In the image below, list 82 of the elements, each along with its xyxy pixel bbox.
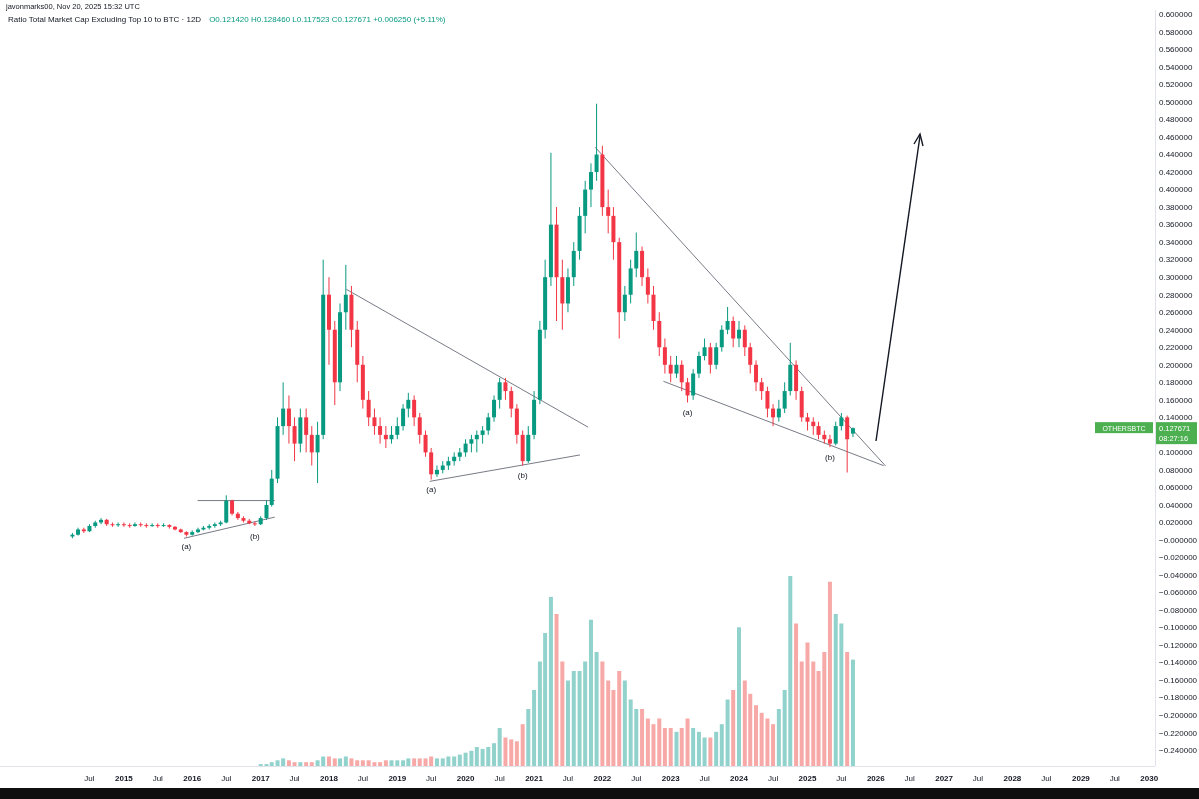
annotation: (a)	[181, 542, 192, 552]
annotation: (b)	[517, 471, 528, 481]
x-tick-label: 2021	[525, 774, 544, 783]
annotation: (a)	[682, 408, 693, 418]
x-tick-label: 2019	[388, 774, 407, 783]
y-tick-label: 0.360000	[1159, 220, 1193, 230]
y-tick-label: 0.320000	[1159, 255, 1193, 265]
y-tick-label: −0.220000	[1159, 728, 1198, 738]
y-tick-label: 0.540000	[1159, 62, 1193, 72]
x-tick-label: 2018	[320, 774, 339, 783]
x-tick-label: Jul	[426, 774, 437, 783]
x-tick-label: 2017	[251, 774, 271, 783]
y-tick-label: −0.020000	[1159, 553, 1198, 563]
y-tick-label: 0.200000	[1159, 360, 1193, 370]
y-tick-label: 0.040000	[1159, 500, 1193, 510]
x-tick-label: 2024	[730, 774, 749, 783]
y-tick-label: 0.480000	[1159, 115, 1193, 125]
x-tick-label: Jul	[631, 774, 642, 783]
x-tick-label: Jul	[357, 774, 369, 783]
y-tick-label: 0.100000	[1159, 448, 1193, 458]
y-tick-label: −0.180000	[1159, 693, 1198, 703]
annotation: O0.121420 H0.128460 L0.117523 C0.127671 +0.006250 (+5.11%)	[209, 15, 446, 24]
y-tick-label: 0.500000	[1159, 97, 1193, 107]
x-tick-label: 2026	[866, 774, 886, 783]
x-tick-label: 2030	[1140, 774, 1159, 783]
x-tick-label: 2016	[183, 774, 202, 783]
x-tick-label: 2029	[1072, 774, 1091, 783]
x-tick-label: 2020	[456, 774, 476, 783]
y-tick-label: −0.120000	[1159, 640, 1198, 650]
x-tick-label: 2015	[114, 774, 134, 783]
y-tick-label: −0.240000	[1159, 746, 1198, 756]
y-tick-label: −0.060000	[1159, 588, 1198, 598]
x-tick-label: 2027	[935, 774, 954, 783]
y-tick-label: 0.340000	[1159, 237, 1193, 247]
y-tick-label: 0.280000	[1159, 290, 1193, 300]
x-tick-label: Jul	[699, 774, 710, 783]
x-tick-label: 2025	[798, 774, 817, 783]
x-tick-label: 2028	[1003, 774, 1022, 783]
x-tick-label: Jul	[904, 774, 915, 783]
x-tick-label: Jul	[562, 774, 574, 783]
x-tick-label: Jul	[1109, 774, 1121, 783]
x-tick-label: Jul	[1041, 774, 1052, 783]
annotation: (a)	[426, 485, 437, 495]
y-tick-label: 0.160000	[1159, 395, 1193, 405]
y-tick-label: 0.180000	[1159, 378, 1193, 388]
y-tick-label: 0.140000	[1159, 413, 1193, 423]
y-tick-label: −0.040000	[1159, 570, 1198, 580]
y-tick-label: 0.440000	[1159, 150, 1193, 160]
x-tick-label: Jul	[836, 774, 847, 783]
x-tick-label: Jul	[152, 774, 164, 783]
annotation: (b)	[249, 531, 261, 541]
x-tick-label: Jul	[289, 774, 300, 783]
annotation: (b)	[825, 452, 836, 462]
y-tick-label: −0.100000	[1159, 623, 1198, 633]
y-tick-label: 0.580000	[1159, 27, 1193, 37]
y-tick-label: −0.200000	[1159, 710, 1198, 720]
x-tick-label: Jul	[221, 774, 232, 783]
y-tick-label: 0.560000	[1159, 45, 1193, 55]
y-tick-label: 0.380000	[1159, 202, 1193, 212]
y-tick-label: 0.220000	[1159, 343, 1193, 353]
y-tick-label: −0.140000	[1159, 658, 1198, 668]
y-tick-label: 0.020000	[1159, 518, 1193, 528]
x-tick-label: Jul	[494, 774, 505, 783]
y-tick-label: 0.420000	[1159, 167, 1193, 177]
y-tick-label: 0.260000	[1159, 308, 1193, 318]
x-tick-label: Jul	[84, 774, 95, 783]
y-tick-label: −0.000000	[1159, 535, 1198, 545]
x-tick-label: 2022	[593, 774, 612, 783]
y-tick-label: 0.240000	[1159, 325, 1193, 335]
y-tick-label: 0.460000	[1159, 132, 1193, 142]
x-tick-label: Jul	[767, 774, 779, 783]
y-tick-label: 0.600000	[1159, 10, 1193, 20]
x-tick-label: Jul	[972, 774, 984, 783]
y-tick-label: 0.400000	[1159, 185, 1193, 195]
y-tick-label: 0.300000	[1159, 272, 1193, 282]
y-tick-label: 0.520000	[1159, 80, 1193, 90]
x-tick-label: 2023	[661, 774, 681, 783]
y-tick-label: 0.060000	[1159, 483, 1193, 493]
y-tick-label: −0.080000	[1159, 605, 1198, 615]
y-tick-label: −0.160000	[1159, 675, 1198, 685]
y-tick-label: 0.080000	[1159, 465, 1193, 475]
text: Ratio Total Market Cap Excluding Top 10 to BTC · 12D	[8, 15, 202, 24]
